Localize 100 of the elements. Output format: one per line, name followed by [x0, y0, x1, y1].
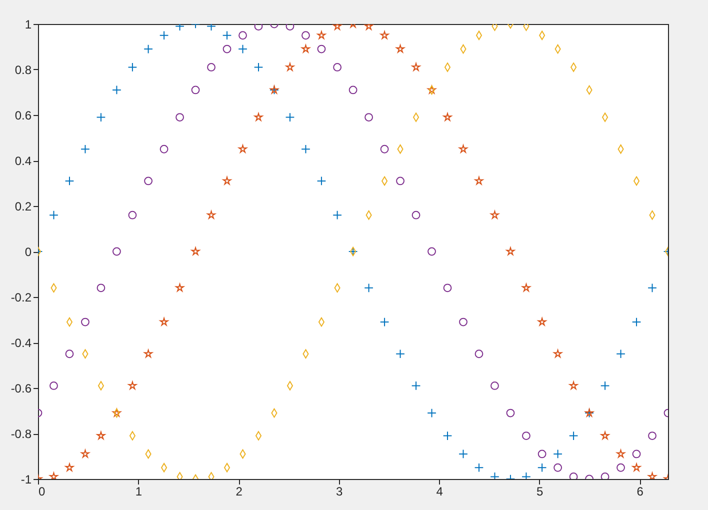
point: [442, 431, 452, 440]
point: [364, 113, 373, 122]
point: [222, 44, 232, 54]
point: [50, 382, 58, 390]
point: [380, 144, 389, 154]
point: [254, 62, 264, 72]
y-tick-label: 0.4: [14, 154, 32, 168]
y-tick-label: -0.6: [10, 382, 32, 396]
point: [348, 86, 358, 94]
x-tick-label: 2: [236, 484, 243, 498]
point: [490, 472, 500, 479]
point: [632, 317, 642, 327]
point: [396, 176, 404, 186]
point: [175, 24, 184, 31]
point: [254, 24, 263, 30]
point: [159, 30, 169, 40]
point: [648, 432, 656, 440]
point: [191, 86, 200, 94]
point: [65, 350, 74, 358]
point: [206, 24, 216, 31]
point: [286, 62, 294, 71]
y-tick-label: -0.2: [10, 290, 32, 304]
point: [128, 381, 137, 390]
y-tick-label: 0.2: [14, 200, 32, 214]
point: [474, 350, 484, 358]
point: [492, 24, 498, 31]
point: [459, 318, 468, 326]
point: [254, 112, 263, 121]
point: [538, 318, 546, 326]
point: [301, 144, 310, 154]
x-tick-label: 4: [436, 484, 444, 498]
point: [112, 247, 121, 256]
point: [412, 62, 420, 71]
point: [411, 381, 421, 390]
point: [600, 472, 610, 479]
point: [632, 450, 641, 458]
point: [569, 472, 578, 479]
x-tick-label: 6: [636, 484, 644, 498]
point: [96, 284, 106, 292]
point: [648, 283, 657, 293]
x-tick-label: 5: [536, 484, 544, 498]
point: [302, 31, 310, 40]
point: [396, 349, 405, 359]
x-tick-label: 0: [38, 484, 46, 498]
point: [600, 381, 610, 390]
point: [443, 112, 452, 121]
point: [316, 176, 326, 186]
point: [286, 24, 294, 30]
point: [160, 144, 168, 154]
point: [522, 472, 531, 479]
x-tick-label: 1: [135, 484, 142, 498]
y-tick-label: 1: [24, 18, 32, 32]
point: [64, 176, 74, 186]
point: [332, 210, 342, 220]
point: [458, 449, 468, 459]
y-tick-label: -0.4: [10, 336, 32, 350]
point: [523, 24, 530, 31]
point: [317, 44, 326, 54]
point: [522, 432, 530, 440]
point: [207, 63, 216, 72]
point: [65, 463, 74, 472]
point: [80, 144, 90, 154]
point: [553, 449, 562, 459]
point: [238, 44, 248, 54]
point: [144, 176, 153, 186]
point: [238, 31, 247, 40]
point: [128, 62, 138, 72]
point: [96, 112, 106, 122]
x-tick-label: 3: [336, 484, 343, 498]
point: [49, 210, 58, 220]
y-tick-label: 0: [24, 245, 32, 259]
point: [538, 450, 546, 458]
point: [96, 431, 106, 440]
point: [427, 408, 436, 418]
point: [616, 463, 625, 472]
point: [506, 408, 515, 418]
y-tick-label: -1: [20, 472, 32, 486]
point: [81, 318, 90, 326]
point: [380, 317, 390, 327]
point: [412, 210, 420, 220]
point: [208, 472, 214, 479]
point: [160, 318, 168, 326]
point: [176, 113, 184, 122]
point: [474, 462, 484, 472]
point: [444, 62, 451, 72]
point: [333, 63, 342, 72]
point: [490, 382, 499, 390]
point: [176, 472, 183, 479]
y-tick-label: 0.8: [14, 63, 32, 77]
point: [616, 349, 626, 359]
point: [569, 381, 578, 390]
y-tick-label: 0.6: [14, 108, 32, 122]
point: [443, 284, 452, 292]
point: [112, 85, 122, 95]
point: [568, 431, 578, 440]
point: [144, 44, 153, 54]
point: [128, 210, 137, 220]
y-tick-label: -0.8: [10, 427, 32, 441]
point: [632, 463, 641, 472]
point: [222, 30, 232, 40]
